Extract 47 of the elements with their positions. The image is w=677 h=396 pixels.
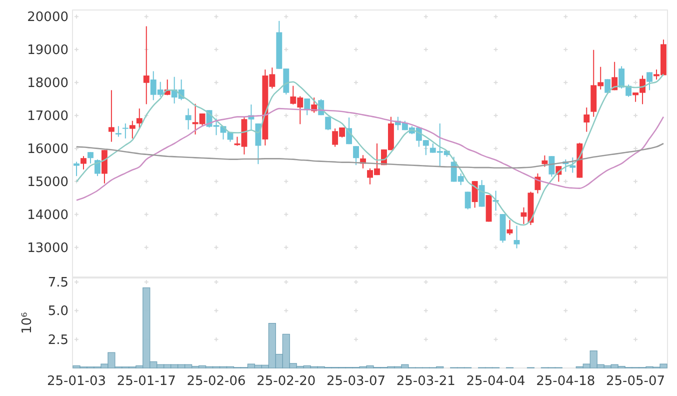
y-tick-label: 18000 [27, 76, 68, 92]
candlestick [88, 152, 94, 164]
x-tick-label: 25-02-20 [256, 374, 316, 389]
y-tick-label: 20000 [27, 10, 68, 26]
candlestick [94, 158, 100, 177]
y-axis-title: 10⁶ [20, 312, 35, 334]
y-tick-label: 16000 [27, 142, 68, 157]
candlestick [80, 156, 86, 170]
candlestick [115, 126, 122, 138]
candlestick [542, 154, 548, 168]
candlestick [143, 26, 150, 105]
candlestick [514, 225, 520, 249]
candlestick [255, 122, 262, 165]
y-tick-label: 19000 [27, 43, 68, 58]
y-tick-label: 2.5 [48, 332, 68, 348]
candlestick [584, 107, 590, 132]
y-tick-label: 17000 [27, 109, 68, 124]
x-tick-label: 25-01-03 [47, 374, 106, 389]
x-tick-label: 25-01-17 [116, 374, 176, 389]
candlestick [185, 108, 192, 130]
candlestick [506, 220, 513, 236]
candlestick [612, 61, 618, 91]
candlestick [548, 156, 555, 178]
y-tick-label: 13000 [27, 240, 68, 256]
x-tick-label: 25-04-04 [466, 374, 526, 389]
y-tick-label: 5.0 [48, 304, 68, 320]
candlestick [122, 122, 128, 139]
x-tick-label: 25-03-07 [326, 374, 386, 389]
candlestick [472, 180, 478, 208]
x-tick-label: 25-05-07 [606, 374, 666, 389]
candlestick [353, 146, 359, 166]
candlestick [646, 72, 652, 91]
candlestick [108, 90, 114, 142]
x-tick-label: 25-03-21 [396, 374, 456, 389]
candlestick [136, 108, 142, 128]
candlestick [102, 150, 108, 184]
x-tick-label: 25-02-06 [186, 374, 246, 389]
candlestick [325, 116, 332, 131]
y-tick-label: 7.5 [48, 276, 68, 291]
candlestick [74, 161, 80, 177]
candlestick [464, 191, 471, 210]
candlestick [129, 120, 136, 139]
candlestick [570, 156, 576, 174]
candlestick [304, 98, 310, 116]
y-tick-label: 15000 [27, 174, 68, 190]
y-tick-label: 14000 [27, 208, 68, 223]
x-tick-label: 25-04-18 [536, 374, 596, 389]
